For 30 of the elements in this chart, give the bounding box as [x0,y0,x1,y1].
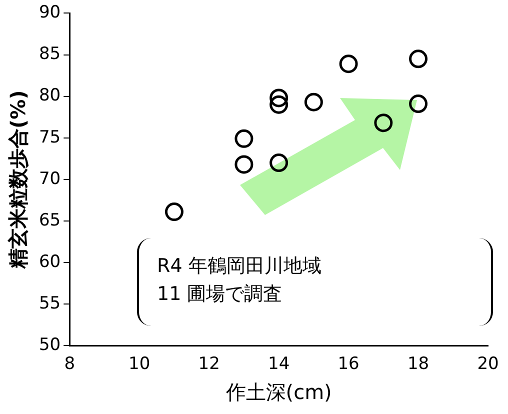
x-axis-title: 作土深(cm) [224,380,332,404]
x-tick-label: 14 [268,354,290,374]
point [270,95,288,114]
point [270,88,288,108]
x-tick-label: 16 [338,354,360,374]
y-tick-label: 65 [38,210,61,230]
y-tick-label: 85 [38,44,61,64]
point [164,202,184,222]
point [234,129,254,148]
y-tick-label: 55 [38,293,61,314]
annotation: R4 年鶴岡田川地域 11 圃場で調査 [157,254,322,307]
y-tick-label: 75 [38,127,61,148]
y-tick-label: 80 [38,86,61,106]
x-tick-label: 20 [477,354,499,374]
point [409,50,428,68]
y-axis-title: 精玄米粒数歩合(%) [6,90,30,270]
point [339,54,358,74]
point [409,94,428,114]
point [304,92,323,112]
y-tick-label: 70 [38,168,61,189]
y-tick-label: 50 [38,335,61,356]
x-tick-label: 12 [198,354,220,374]
x-tick-label: 10 [128,354,150,374]
x-tick-label: 8 [64,354,76,374]
point [374,114,393,132]
y-tick-label: 60 [38,252,61,272]
y-tick-label: 90 [38,2,61,23]
point [234,155,254,174]
x-tick-label: 18 [407,354,430,374]
point [270,154,288,172]
